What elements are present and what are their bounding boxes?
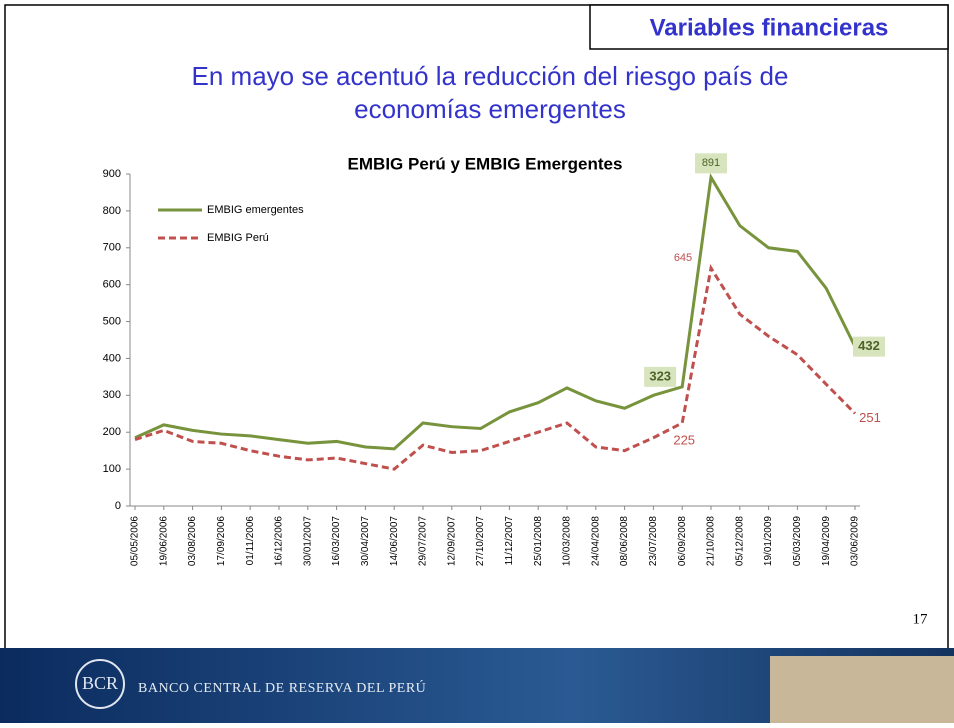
x-tick-label: 30/04/2007 [360, 516, 371, 566]
x-tick-label: 19/04/2009 [821, 516, 832, 566]
x-tick-label: 29/07/2007 [418, 516, 429, 566]
logo-mark: BCR [82, 673, 118, 693]
data-label: 323 [649, 368, 671, 383]
x-tick-label: 24/04/2008 [590, 516, 601, 566]
x-tick-label: 06/09/2008 [677, 516, 688, 566]
data-label: 251 [859, 410, 881, 425]
legend-label: EMBIG emergentes [207, 204, 304, 216]
data-label: 432 [858, 338, 880, 353]
y-tick-label: 300 [103, 389, 121, 401]
y-tick-label: 700 [103, 242, 121, 254]
x-tick-label: 08/06/2008 [619, 516, 630, 566]
x-tick-label: 03/08/2006 [187, 516, 198, 566]
headline: En mayo se acentuó la reducción del ries… [120, 60, 860, 126]
page-number: 17 [913, 611, 929, 627]
slide: Variables financieras En mayo se acentuó… [0, 0, 954, 723]
x-tick-label: 01/11/2006 [245, 516, 256, 566]
data-label: 225 [673, 432, 695, 447]
chart-title: EMBIG Perú y EMBIG Emergentes [348, 154, 623, 173]
y-tick-label: 600 [103, 279, 121, 291]
x-tick-label: 11/12/2007 [504, 516, 515, 566]
page: Variables financieras En mayo se acentuó… [0, 0, 954, 723]
x-tick-label: 05/12/2008 [734, 516, 745, 566]
y-tick-label: 0 [115, 500, 121, 512]
footer-photo [770, 656, 954, 723]
x-tick-label: 25/01/2008 [533, 516, 544, 566]
x-tick-label: 21/10/2008 [706, 516, 717, 566]
x-tick-label: 30/01/2007 [302, 516, 313, 566]
x-tick-label: 03/06/2009 [850, 516, 861, 566]
series-line [135, 268, 855, 469]
series-line [135, 177, 855, 449]
section-title: Variables financieras [650, 14, 889, 41]
x-tick-label: 05/05/2006 [130, 516, 141, 566]
footer-text: BANCO CENTRAL DE RESERVA DEL PERÚ [138, 679, 426, 696]
data-label: 891 [702, 157, 720, 169]
x-tick-label: 19/01/2009 [763, 516, 774, 566]
x-tick-label: 05/03/2009 [792, 516, 803, 566]
y-tick-label: 900 [103, 168, 121, 180]
x-tick-label: 16/03/2007 [331, 516, 342, 566]
x-tick-label: 19/06/2006 [158, 516, 169, 566]
x-tick-label: 14/06/2007 [389, 516, 400, 566]
x-tick-label: 16/12/2006 [274, 516, 285, 566]
x-tick-label: 12/09/2007 [446, 516, 457, 566]
y-tick-label: 200 [103, 426, 121, 438]
headline-box: En mayo se acentuó la reducción del ries… [120, 60, 860, 140]
y-tick-label: 400 [103, 352, 121, 364]
data-label: 645 [674, 252, 692, 264]
x-tick-label: 27/10/2007 [475, 516, 486, 566]
y-tick-label: 800 [103, 205, 121, 217]
x-tick-label: 10/03/2008 [562, 516, 573, 566]
x-tick-label: 17/09/2006 [216, 516, 227, 566]
legend-label: EMBIG Perú [207, 232, 269, 244]
x-tick-label: 23/07/2008 [648, 516, 659, 566]
y-tick-label: 500 [103, 315, 121, 327]
y-tick-label: 100 [103, 463, 121, 475]
